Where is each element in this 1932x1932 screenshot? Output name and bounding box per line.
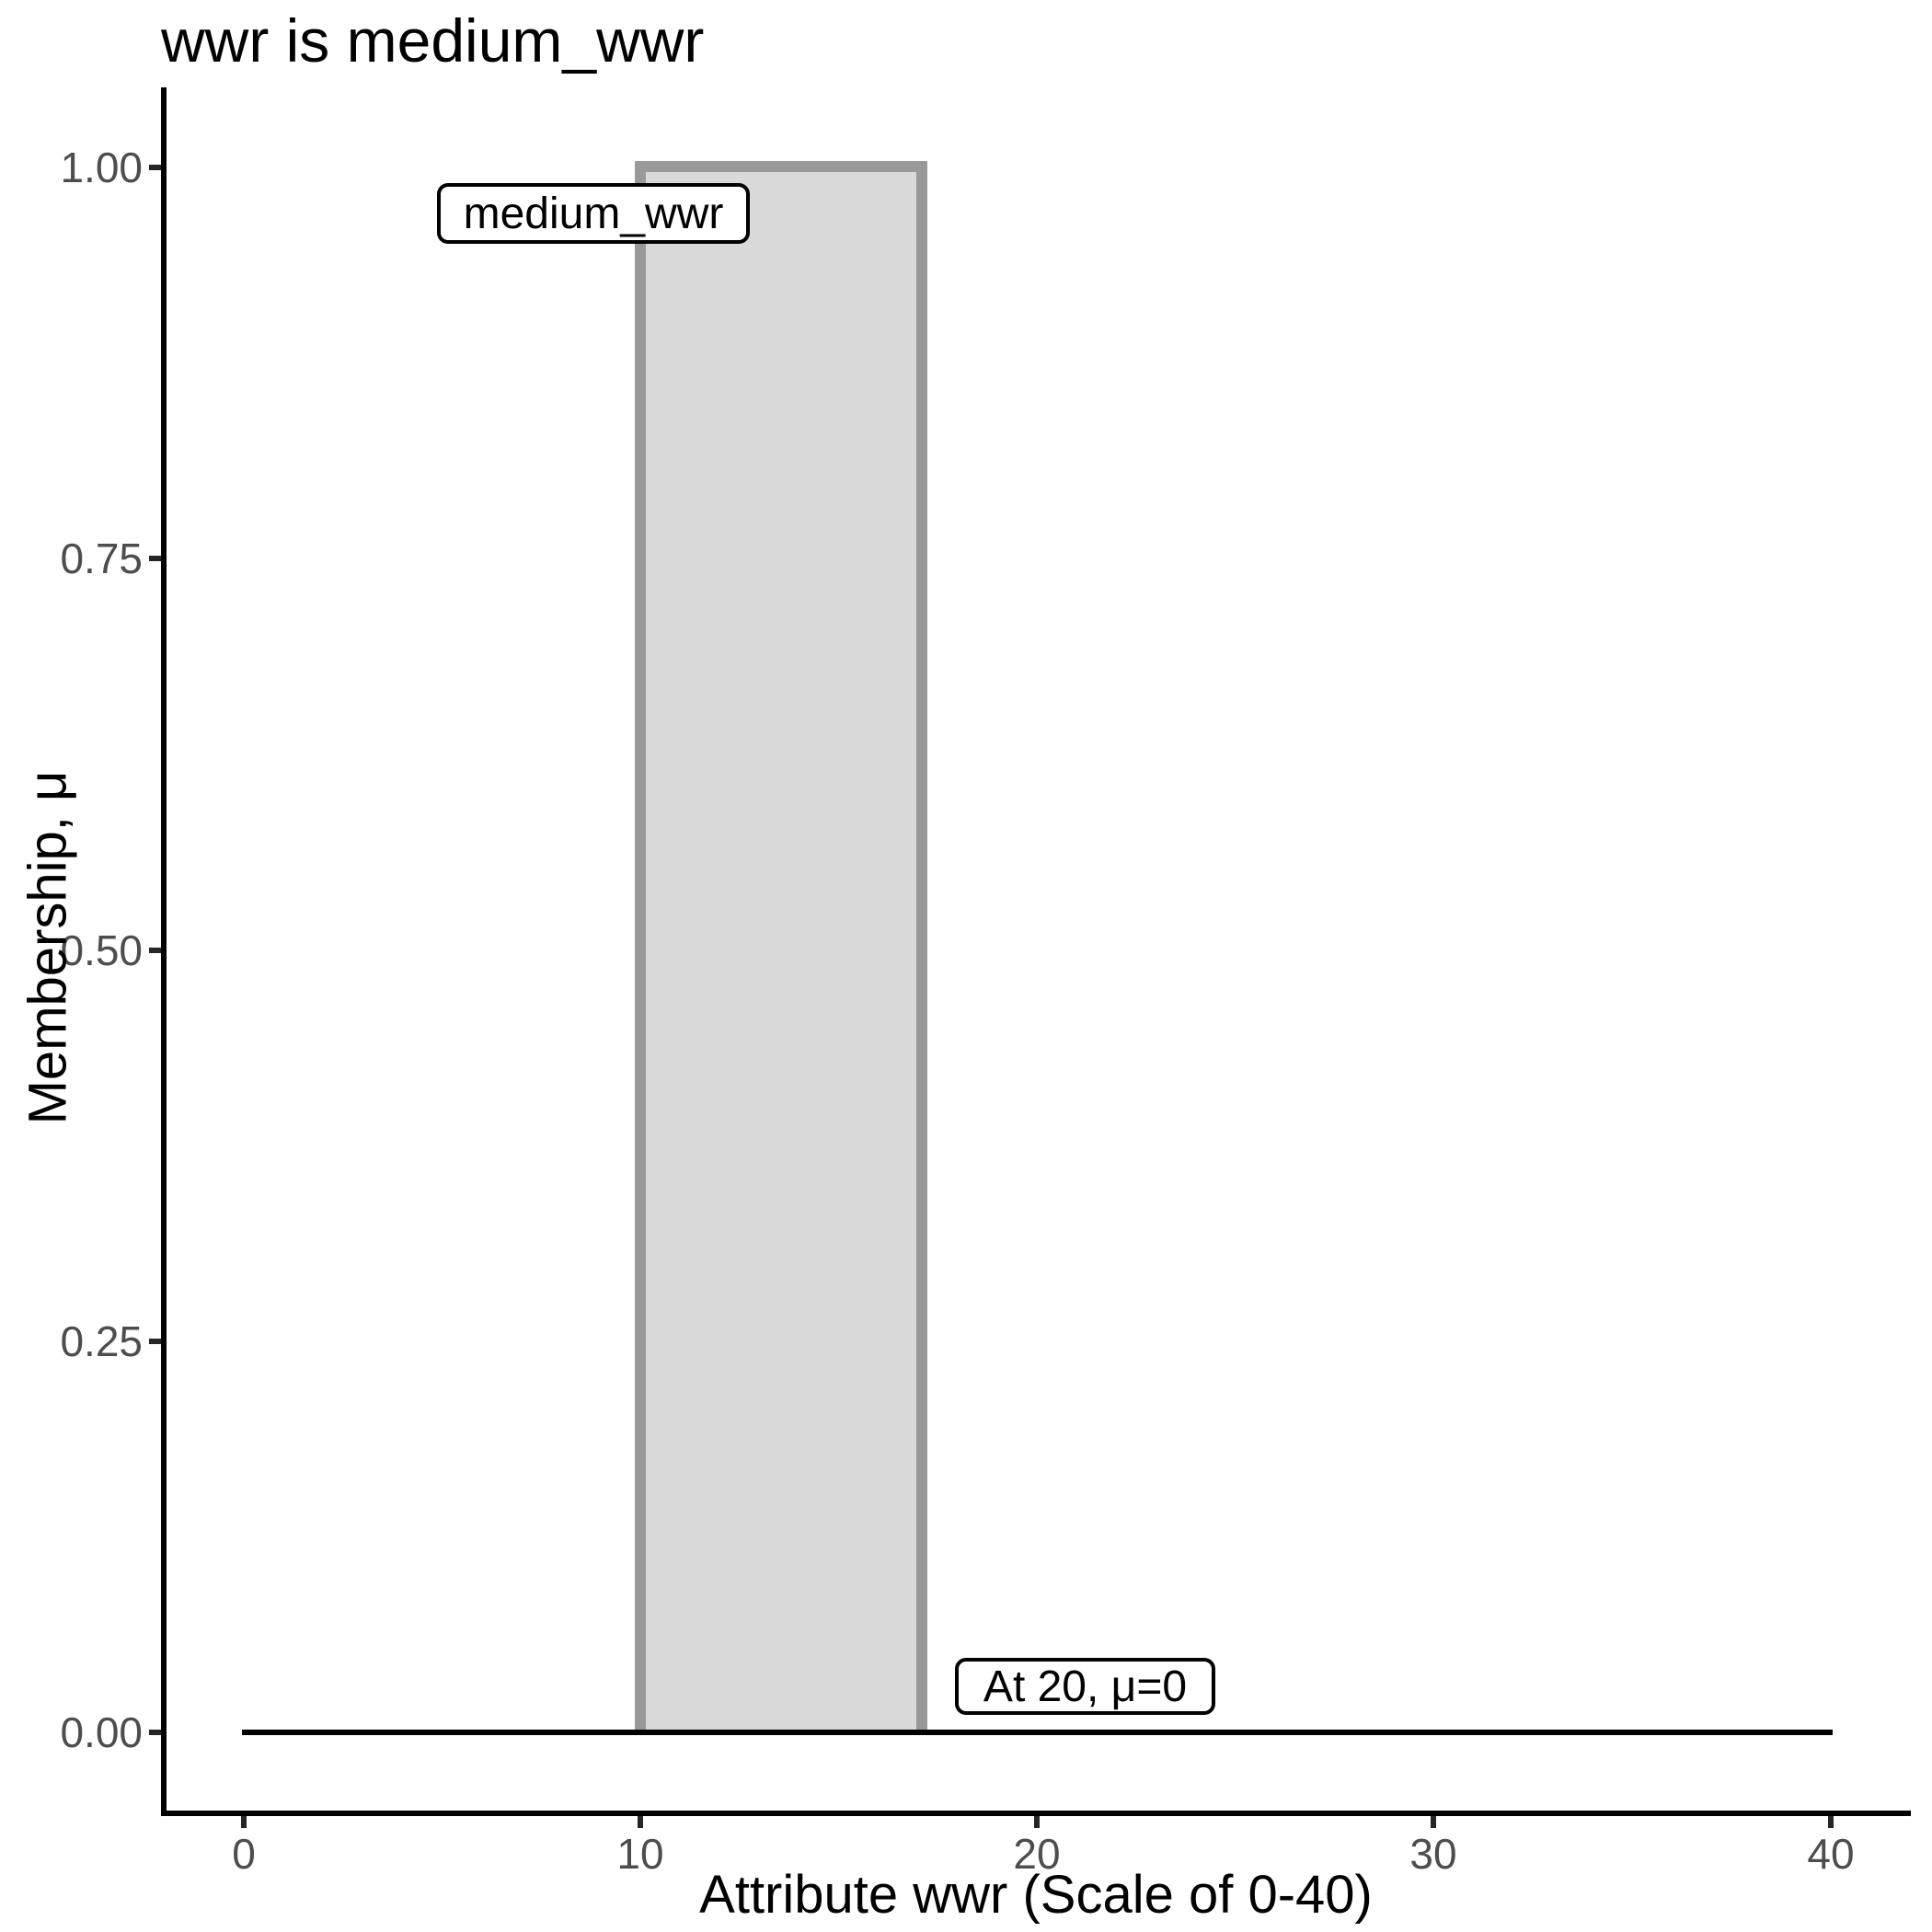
x-tick-mark (1828, 1816, 1834, 1828)
y-tick-label: 0.00 (60, 1708, 143, 1756)
y-tick-mark (149, 948, 161, 953)
x-tick-label: 0 (232, 1830, 256, 1878)
y-tick-label: 0.50 (60, 926, 143, 974)
x-tick-label: 40 (1807, 1830, 1855, 1878)
x-tick-mark (1431, 1816, 1436, 1828)
zero-point-label-text: At 20, μ=0 (983, 1662, 1188, 1711)
zero-membership-baseline (242, 1730, 1833, 1735)
y-tick-label: 0.75 (60, 535, 143, 582)
membership-function-shape (635, 161, 927, 1732)
x-tick-mark (1034, 1816, 1040, 1828)
plot-title: wwr is medium_wwr (161, 6, 705, 75)
x-tick-label: 10 (616, 1830, 664, 1878)
y-axis-line (161, 87, 167, 1816)
set-name-label-box: medium_wwr (437, 183, 750, 244)
set-name-label-text: medium_wwr (463, 189, 724, 238)
y-tick-label: 0.25 (60, 1317, 143, 1365)
y-tick-mark (149, 165, 161, 170)
y-axis-title: Membership, μ (17, 770, 78, 1125)
y-tick-label: 1.00 (60, 144, 143, 191)
x-axis-title: Attribute wwr (Scale of 0-40) (699, 1865, 1373, 1925)
x-axis-line (161, 1811, 1911, 1816)
x-tick-mark (241, 1816, 247, 1828)
x-tick-label: 30 (1409, 1830, 1457, 1878)
y-tick-mark (149, 1339, 161, 1344)
x-tick-label: 20 (1013, 1830, 1061, 1878)
y-tick-mark (149, 1730, 161, 1735)
y-tick-mark (149, 556, 161, 561)
x-tick-mark (638, 1816, 643, 1828)
zero-point-label-box: At 20, μ=0 (955, 1658, 1215, 1715)
